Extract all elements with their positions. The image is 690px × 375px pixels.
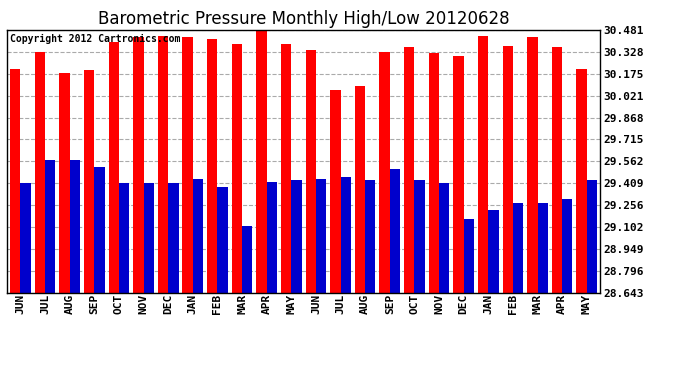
Bar bbox=[95, 167, 105, 292]
Bar bbox=[306, 50, 316, 292]
Bar bbox=[404, 47, 415, 292]
Bar bbox=[281, 44, 291, 292]
Bar bbox=[502, 46, 513, 292]
Bar bbox=[341, 177, 351, 292]
Bar bbox=[513, 203, 523, 292]
Bar bbox=[291, 180, 302, 292]
Bar bbox=[207, 39, 217, 292]
Bar bbox=[59, 73, 70, 292]
Bar bbox=[21, 183, 31, 292]
Bar bbox=[168, 183, 179, 292]
Bar bbox=[552, 47, 562, 292]
Bar bbox=[193, 178, 203, 292]
Bar bbox=[428, 53, 439, 292]
Bar bbox=[256, 30, 266, 292]
Text: Copyright 2012 Cartronics.com: Copyright 2012 Cartronics.com bbox=[10, 34, 180, 44]
Bar bbox=[355, 86, 365, 292]
Bar bbox=[108, 42, 119, 292]
Bar bbox=[119, 183, 129, 292]
Bar bbox=[34, 52, 45, 292]
Bar bbox=[331, 90, 341, 292]
Bar bbox=[144, 183, 154, 292]
Bar bbox=[562, 199, 573, 292]
Bar bbox=[365, 180, 375, 292]
Bar bbox=[415, 180, 425, 292]
Bar bbox=[10, 69, 21, 292]
Bar bbox=[390, 169, 400, 292]
Bar bbox=[380, 52, 390, 292]
Bar bbox=[576, 69, 586, 292]
Bar bbox=[453, 56, 464, 292]
Bar bbox=[232, 44, 242, 292]
Bar bbox=[527, 37, 538, 292]
Bar bbox=[439, 183, 449, 292]
Bar bbox=[266, 182, 277, 292]
Bar bbox=[182, 37, 193, 292]
Bar bbox=[217, 187, 228, 292]
Bar bbox=[45, 160, 55, 292]
Bar bbox=[84, 70, 95, 292]
Bar bbox=[158, 36, 168, 292]
Bar bbox=[489, 210, 499, 292]
Bar bbox=[242, 226, 253, 292]
Bar bbox=[316, 178, 326, 292]
Bar bbox=[133, 37, 144, 292]
Title: Barometric Pressure Monthly High/Low 20120628: Barometric Pressure Monthly High/Low 201… bbox=[98, 10, 509, 28]
Bar bbox=[478, 36, 489, 292]
Bar bbox=[538, 203, 548, 292]
Bar bbox=[586, 180, 597, 292]
Bar bbox=[464, 219, 474, 292]
Bar bbox=[70, 160, 80, 292]
